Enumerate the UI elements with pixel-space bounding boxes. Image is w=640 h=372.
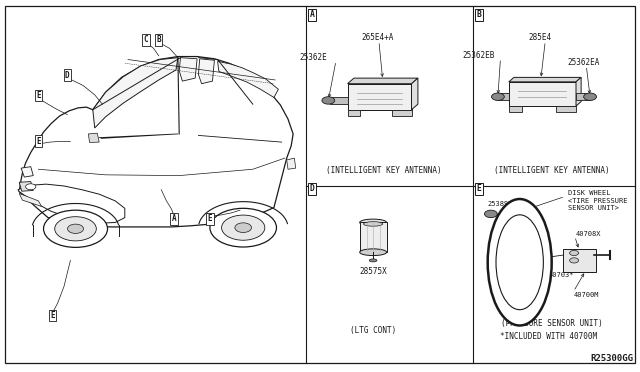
Text: (INTELLIGENT KEY ANTENNA): (INTELLIGENT KEY ANTENNA) xyxy=(494,166,609,174)
Polygon shape xyxy=(93,58,178,128)
Text: E: E xyxy=(207,214,212,223)
Text: R25300GG: R25300GG xyxy=(591,354,634,363)
Polygon shape xyxy=(348,84,412,110)
Text: 25362EB: 25362EB xyxy=(463,51,495,60)
Polygon shape xyxy=(509,77,581,82)
Polygon shape xyxy=(348,110,360,116)
Polygon shape xyxy=(88,133,99,142)
Text: (LTG CONT): (LTG CONT) xyxy=(350,326,396,335)
Polygon shape xyxy=(509,82,576,106)
Bar xyxy=(360,222,387,252)
Circle shape xyxy=(26,184,36,190)
Circle shape xyxy=(570,250,579,256)
Polygon shape xyxy=(21,167,33,177)
Polygon shape xyxy=(412,78,418,110)
Polygon shape xyxy=(18,184,125,223)
Circle shape xyxy=(221,215,265,240)
Polygon shape xyxy=(576,77,581,106)
Polygon shape xyxy=(198,59,214,84)
Bar xyxy=(330,97,348,104)
Text: <TIRE PRESSURE: <TIRE PRESSURE xyxy=(568,198,627,204)
Ellipse shape xyxy=(360,249,387,256)
FancyBboxPatch shape xyxy=(563,249,596,272)
Text: 28575X: 28575X xyxy=(359,267,387,276)
Text: B: B xyxy=(156,35,161,44)
Polygon shape xyxy=(392,110,412,116)
Circle shape xyxy=(322,97,335,104)
Polygon shape xyxy=(348,78,418,84)
Polygon shape xyxy=(556,106,576,112)
Polygon shape xyxy=(509,106,522,112)
Circle shape xyxy=(484,210,497,218)
Text: SENSOR UNIT>: SENSOR UNIT> xyxy=(568,205,619,211)
Ellipse shape xyxy=(488,199,552,326)
Bar xyxy=(498,93,509,100)
Text: 40708X: 40708X xyxy=(576,231,602,237)
Text: 25362E: 25362E xyxy=(300,53,328,62)
Text: E: E xyxy=(36,137,41,146)
Ellipse shape xyxy=(496,215,543,310)
Circle shape xyxy=(55,217,96,241)
Text: A: A xyxy=(310,10,315,19)
Text: D: D xyxy=(310,184,315,193)
Text: B: B xyxy=(476,10,481,19)
Circle shape xyxy=(235,223,252,232)
Text: D: D xyxy=(65,71,70,80)
Text: 25362EA: 25362EA xyxy=(568,58,600,67)
Text: 265E4+A: 265E4+A xyxy=(362,33,394,42)
Text: E: E xyxy=(476,184,481,193)
Polygon shape xyxy=(19,182,33,191)
Circle shape xyxy=(68,224,83,234)
Ellipse shape xyxy=(369,259,377,262)
Text: *INCLUDED WITH 40700M: *INCLUDED WITH 40700M xyxy=(500,332,597,341)
Circle shape xyxy=(492,93,504,100)
Circle shape xyxy=(584,93,596,100)
Text: A: A xyxy=(172,214,177,223)
Text: 40700M: 40700M xyxy=(573,292,599,298)
Polygon shape xyxy=(218,61,278,97)
Ellipse shape xyxy=(364,222,383,226)
Circle shape xyxy=(570,258,579,263)
Text: (INTELLIGENT KEY ANTENNA): (INTELLIGENT KEY ANTENNA) xyxy=(326,166,442,174)
Polygon shape xyxy=(179,58,197,81)
Polygon shape xyxy=(287,158,296,169)
Text: DISK WHEEL: DISK WHEEL xyxy=(568,190,610,196)
Text: E: E xyxy=(50,311,55,320)
Text: (PRESSURE SENSOR UNIT): (PRESSURE SENSOR UNIT) xyxy=(501,319,602,328)
Circle shape xyxy=(44,210,108,247)
Text: C: C xyxy=(143,35,148,44)
Bar xyxy=(576,93,590,100)
Text: 285E4: 285E4 xyxy=(528,33,551,42)
Polygon shape xyxy=(19,193,42,206)
Text: 40703*: 40703* xyxy=(549,272,575,278)
Text: 25389B: 25389B xyxy=(488,201,513,207)
Ellipse shape xyxy=(360,219,387,226)
Circle shape xyxy=(210,208,276,247)
Polygon shape xyxy=(19,57,293,227)
Text: E: E xyxy=(36,91,41,100)
